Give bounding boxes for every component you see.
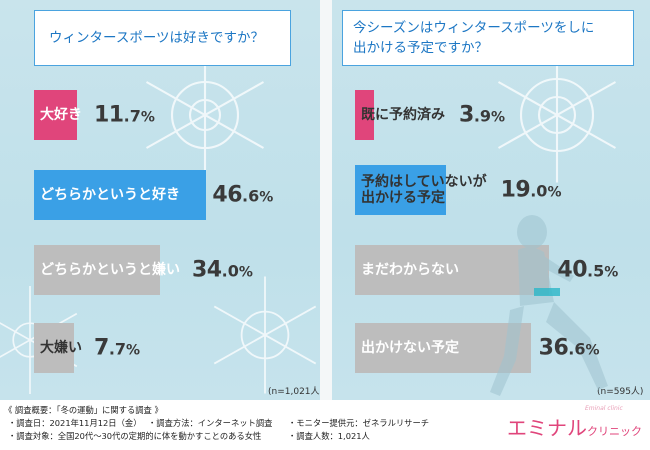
bar-label-line: 既に予約済み <box>361 107 445 123</box>
bar-label-line: 予約はしていないが <box>361 174 487 190</box>
monitor-provider: ・モニター提供元：ゼネラルリサーチ <box>288 418 430 428</box>
value-unit: % <box>604 264 619 281</box>
bar: まだわからない <box>355 245 550 295</box>
sample-size-note: (n=595人) <box>597 387 644 397</box>
chart-title-line-2: 出かける予定ですか？ <box>353 40 488 56</box>
value-integer: 36 <box>538 335 569 361</box>
bar: どちらかというと好き <box>34 170 207 220</box>
question-box-right: 今シーズンはウィンタースポーツをしに 出かける予定ですか？ <box>342 10 634 66</box>
bar: 予約はしていないが 出かける予定 <box>355 165 487 215</box>
sample-size-note: (n=1,021人) <box>268 387 320 397</box>
bar-label: 大嫌い <box>40 340 82 356</box>
value-integer: 34 <box>192 257 222 283</box>
value-unit: % <box>491 109 506 126</box>
value-label: 7.7% <box>94 336 140 361</box>
chart-title-line-1: 今シーズンはウィンタースポーツをしに <box>353 20 595 36</box>
value-decimal: 9 <box>479 106 492 126</box>
bar-label-line: どちらかというと嫌い <box>40 262 180 278</box>
survey-footer: 《 調査概要：「冬の運動」に関する調査 》 ・調査日：2021年11月12日（金… <box>0 400 650 450</box>
bar-label: 大好き <box>40 107 82 123</box>
value-integer: 7 <box>94 335 109 361</box>
value-label: 19.0% <box>501 178 562 203</box>
bar-label: どちらかというと好き <box>40 187 180 203</box>
bar-label-line: 大好き <box>40 107 82 123</box>
brand-main: エミナル <box>507 416 587 440</box>
value-integer: 11 <box>94 102 124 128</box>
bar-label-line: どちらかというと好き <box>40 187 180 203</box>
snowflake-decoration-icon <box>213 276 317 394</box>
left-chart-panel: ウィンタースポーツは好きですか？ 大好き 11.7% どちらかというと好き 46.6%… <box>0 0 320 400</box>
bar-label: 既に予約済み <box>361 107 445 123</box>
bar-label-line: 大嫌い <box>40 340 82 356</box>
bar-label: どちらかというと嫌い <box>40 262 180 278</box>
value-decimal: 6 <box>248 186 260 206</box>
question-box-left: ウィンタースポーツは好きですか？ <box>34 10 291 66</box>
value-unit: % <box>585 342 600 359</box>
value-decimal: 0 <box>536 181 548 201</box>
bar: 大嫌い <box>34 323 82 373</box>
value-decimal: 6 <box>574 339 586 359</box>
value-decimal-point: . <box>242 186 249 206</box>
value-label: 34.0% <box>192 258 253 283</box>
value-decimal: 0 <box>227 261 239 281</box>
bar: 出かけない予定 <box>355 323 531 373</box>
brand-sub: クリニック <box>587 425 642 438</box>
bar-label-line: まだわからない <box>361 262 459 278</box>
value-label: 36.6% <box>539 336 600 361</box>
bar: 既に予約済み <box>355 90 445 140</box>
value-decimal: 5 <box>593 261 605 281</box>
value-unit: % <box>126 342 141 359</box>
bar-label: まだわからない <box>361 262 459 278</box>
survey-summary: 《 調査概要：「冬の運動」に関する調査 》 <box>4 405 163 415</box>
value-integer: 3 <box>459 102 474 128</box>
value-decimal: 7 <box>114 339 127 359</box>
snowflake-decoration-icon <box>497 47 617 183</box>
value-label: 3.9% <box>459 103 505 128</box>
value-decimal-point: . <box>530 181 537 201</box>
value-integer: 40 <box>557 257 588 283</box>
value-decimal-point: . <box>123 106 130 126</box>
value-decimal-point: . <box>108 339 115 359</box>
snowflake-decoration-icon <box>145 47 265 183</box>
value-integer: 46 <box>212 182 243 208</box>
bar: 大好き <box>34 90 82 140</box>
value-label: 40.5% <box>557 258 618 283</box>
value-decimal-point: . <box>473 106 480 126</box>
value-unit: % <box>238 264 253 281</box>
value-unit: % <box>140 109 155 126</box>
bar-label-line: 出かけない予定 <box>361 340 459 356</box>
value-decimal-point: . <box>221 261 228 281</box>
value-unit: % <box>547 184 562 201</box>
value-unit: % <box>259 189 274 206</box>
survey-count: ・調査人数：1,021人 <box>288 431 370 441</box>
value-integer: 19 <box>500 177 531 203</box>
value-decimal-point: . <box>587 261 594 281</box>
chart-title: ウィンタースポーツは好きですか？ <box>49 30 265 46</box>
brand-script: Eminal clinic <box>585 405 623 412</box>
survey-target: ・調査対象：全国20代～30代の定期的に体を動かすことのある女性 <box>8 431 262 441</box>
right-chart-panel: 今シーズンはウィンタースポーツをしに 出かける予定ですか？ 既に予約済み 3.9%… <box>332 0 650 400</box>
value-label: 46.6% <box>212 183 273 208</box>
bar: どちらかというと嫌い <box>34 245 180 295</box>
bar-label-line: 出かける予定 <box>361 190 445 206</box>
bar-label: 予約はしていないが 出かける予定 <box>361 174 487 206</box>
value-decimal: 7 <box>129 106 141 126</box>
survey-method: ・調査方法：インターネット調査 <box>148 418 273 428</box>
value-label: 11.7% <box>94 103 155 128</box>
brand-logo: エミナルクリニック <box>507 412 642 441</box>
survey-date: ・調査日：2021年11月12日（金） <box>8 418 142 428</box>
bar-label: 出かけない予定 <box>361 340 459 356</box>
